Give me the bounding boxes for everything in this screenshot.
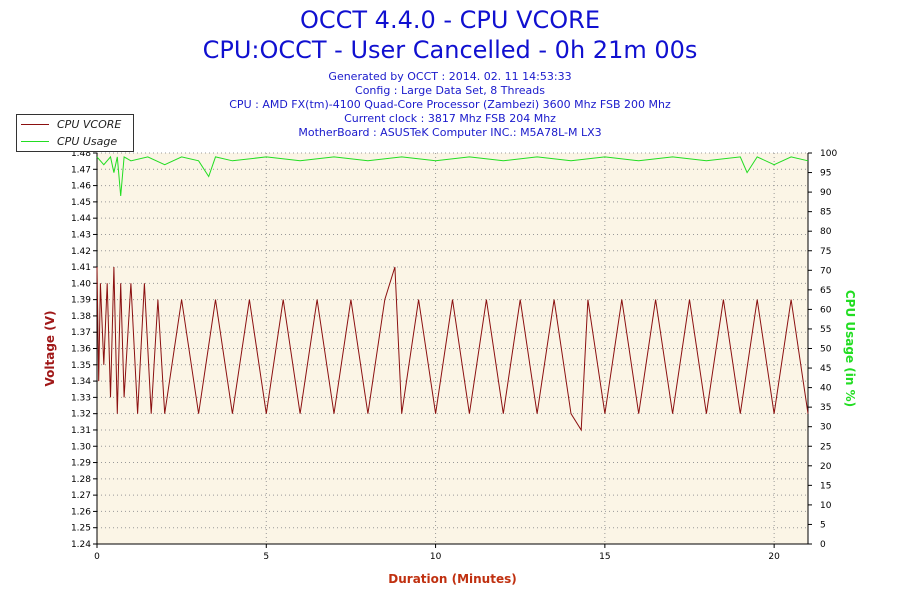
info-clock: Current clock : 3817 Mhz FSB 204 Mhz (344, 112, 556, 125)
y-tick-label: 1.27 (71, 491, 91, 501)
y2-tick-label: 75 (820, 247, 831, 257)
x-tick-label: 10 (430, 552, 442, 562)
y2-tick-label: 65 (820, 286, 831, 296)
y2-tick-label: 85 (820, 208, 831, 218)
y2-tick-label: 15 (820, 481, 831, 491)
y-axis-label: Voltage (V) (43, 311, 57, 387)
y-tick-label: 1.41 (71, 263, 91, 273)
y2-tick-label: 25 (820, 442, 831, 452)
y-tick-label: 1.28 (71, 475, 91, 485)
y-tick-label: 1.48 (71, 149, 91, 159)
y2-tick-label: 20 (820, 462, 832, 472)
y2-tick-label: 35 (820, 403, 831, 413)
y-tick-label: 1.29 (71, 459, 91, 469)
y-tick-label: 1.38 (71, 312, 91, 322)
chart-subtitle: CPU:OCCT - User Cancelled - 0h 21m 00s (202, 36, 698, 64)
legend-swatch-usage (21, 140, 49, 142)
info-config: Config : Large Data Set, 8 Threads (355, 84, 545, 97)
y2-tick-label: 10 (820, 501, 832, 511)
y2-tick-label: 90 (820, 188, 832, 198)
y-tick-label: 1.24 (71, 540, 91, 550)
y2-tick-label: 45 (820, 364, 831, 374)
legend-item-usage: CPU Usage (21, 133, 117, 149)
y-tick-label: 1.39 (71, 296, 91, 306)
legend: CPU VCORE CPU Usage (16, 114, 134, 152)
y2-tick-label: 50 (820, 345, 832, 355)
info-cpu: CPU : AMD FX(tm)-4100 Quad-Core Processo… (229, 98, 671, 111)
info-generated: Generated by OCCT : 2014. 02. 11 14:53:3… (328, 70, 572, 83)
legend-label-usage: CPU Usage (57, 134, 118, 148)
y2-axis-label: CPU Usage (in %) (843, 290, 857, 407)
x-tick-label: 0 (94, 552, 100, 562)
legend-label-vcore: CPU VCORE (57, 117, 122, 131)
legend-swatch-vcore (21, 123, 49, 125)
y-tick-label: 1.26 (71, 507, 91, 517)
y2-tick-label: 95 (820, 169, 831, 179)
y2-tick-label: 60 (820, 305, 832, 315)
y-tick-label: 1.40 (71, 279, 91, 289)
y2-tick-label: 100 (820, 149, 837, 159)
y2-tick-label: 70 (820, 266, 832, 276)
y-tick-label: 1.42 (71, 247, 91, 257)
y-tick-label: 1.43 (71, 230, 91, 240)
y-tick-label: 1.46 (71, 182, 91, 192)
x-tick-label: 5 (263, 552, 269, 562)
y-tick-label: 1.30 (71, 442, 91, 452)
y2-tick-label: 5 (820, 520, 826, 530)
y-tick-label: 1.25 (71, 524, 91, 534)
x-tick-label: 20 (768, 552, 780, 562)
y-tick-label: 1.34 (71, 377, 91, 387)
y-tick-label: 1.45 (71, 198, 91, 208)
y-tick-label: 1.32 (71, 410, 91, 420)
info-motherboard: MotherBoard : ASUSTeK Computer INC.: M5A… (298, 126, 602, 139)
chart-title: OCCT 4.4.0 - CPU VCORE (299, 6, 600, 34)
y2-tick-label: 55 (820, 325, 831, 335)
series-line-usage (96, 155, 809, 197)
y2-tick-label: 40 (820, 384, 832, 394)
y2-tick-label: 30 (820, 423, 832, 433)
y-tick-label: 1.47 (71, 165, 91, 175)
y-tick-label: 1.35 (71, 361, 91, 371)
y-tick-label: 1.44 (71, 214, 91, 224)
y-tick-label: 1.37 (71, 328, 91, 338)
y2-tick-label: 0 (820, 540, 826, 550)
y-tick-label: 1.31 (71, 426, 91, 436)
legend-item-vcore: CPU VCORE (21, 116, 121, 132)
x-axis-label: Duration (Minutes) (388, 572, 516, 586)
y-tick-label: 1.33 (71, 393, 91, 403)
x-tick-label: 15 (599, 552, 610, 562)
y-tick-label: 1.36 (71, 345, 91, 355)
y2-tick-label: 80 (820, 227, 832, 237)
series-line-vcore (96, 266, 809, 432)
